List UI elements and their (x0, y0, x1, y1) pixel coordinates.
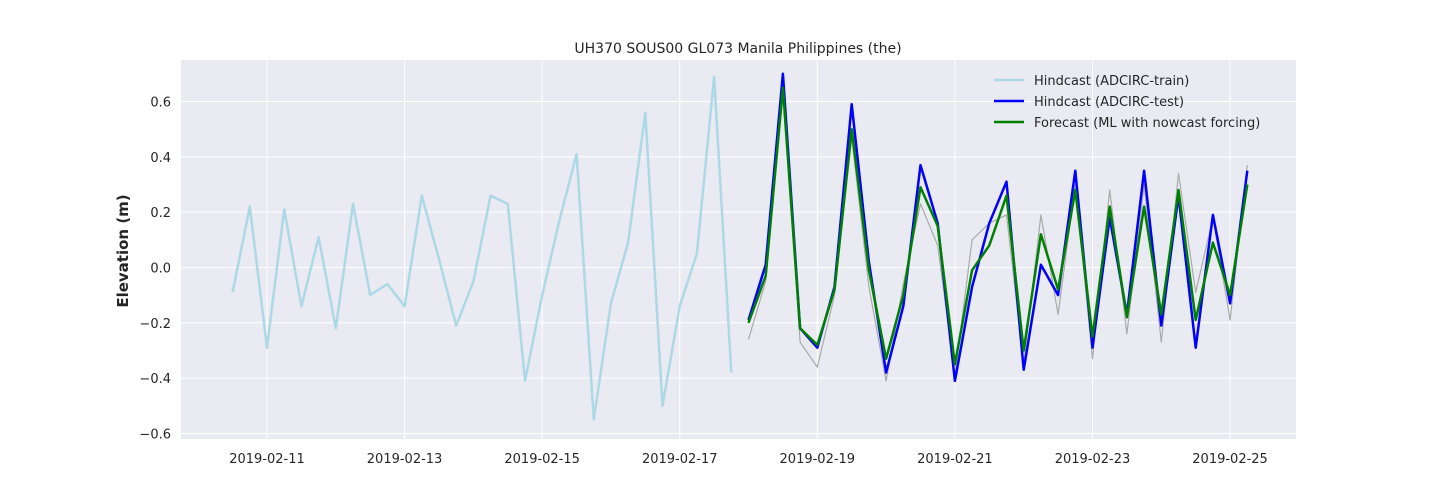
legend-label: Hindcast (ADCIRC-train) (1034, 74, 1189, 89)
x-tick-label: 2019-02-13 (367, 452, 443, 467)
legend-label: Hindcast (ADCIRC-test) (1034, 95, 1184, 110)
x-tick-label: 2019-02-17 (642, 452, 718, 467)
y-tick-label: 0.4 (150, 151, 171, 166)
x-tick-label: 2019-02-25 (1192, 452, 1268, 467)
y-tick-labels: −0.6 −0.4 −0.2 0.0 0.2 0.4 0.6 (139, 95, 171, 442)
x-tick-label: 2019-02-23 (1055, 452, 1131, 467)
plot-background (181, 60, 1296, 439)
y-tick-label: 0.2 (150, 206, 171, 221)
y-tick-label: −0.2 (139, 317, 171, 332)
x-tick-label: 2019-02-11 (229, 452, 305, 467)
chart-title: UH370 SOUS00 GL073 Manila Philippines (t… (574, 41, 901, 57)
y-tick-label: −0.6 (139, 427, 171, 442)
x-tick-label: 2019-02-15 (504, 452, 580, 467)
series-layer (231, 72, 1249, 421)
series-line-hindcast-adcirc-train (231, 75, 733, 421)
legend-label: Forecast (ML with nowcast forcing) (1034, 116, 1260, 131)
x-tick-label: 2019-02-19 (780, 452, 856, 467)
series-line-forecast-ml-with-nowcast-forcing (747, 86, 1249, 366)
y-tick-label: 0.6 (150, 95, 171, 110)
y-axis-label: Elevation (m) (114, 194, 132, 307)
y-tick-label: −0.4 (139, 372, 171, 387)
y-tick-label: 0.0 (150, 261, 171, 276)
x-tick-labels: 2019-02-11 2019-02-13 2019-02-15 2019-02-17… (229, 452, 1268, 467)
legend: Hindcast (ADCIRC-train) Hindcast (ADCIRC-… (994, 74, 1260, 131)
x-tick-label: 2019-02-21 (917, 452, 993, 467)
grid (181, 60, 1296, 439)
